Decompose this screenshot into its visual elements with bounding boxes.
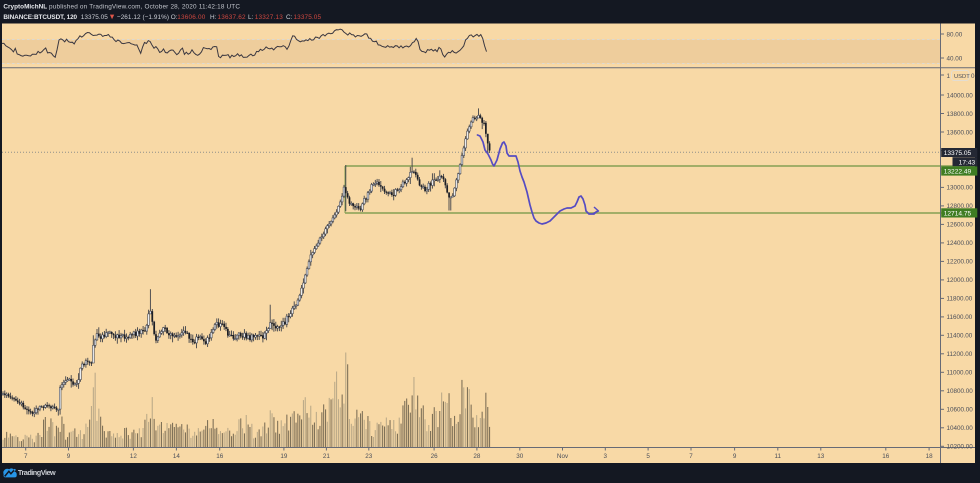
svg-text:7: 7 bbox=[689, 453, 693, 460]
svg-text:O:: O: bbox=[171, 14, 178, 21]
svg-text:L:: L: bbox=[248, 14, 254, 21]
svg-text:12800.00: 12800.00 bbox=[947, 203, 974, 210]
svg-text:18: 18 bbox=[926, 453, 934, 460]
svg-text:9: 9 bbox=[67, 453, 71, 460]
svg-text:12600.00: 12600.00 bbox=[947, 222, 974, 229]
svg-text:12714.75: 12714.75 bbox=[944, 211, 972, 218]
svg-text:10800.00: 10800.00 bbox=[947, 388, 974, 395]
svg-text:9: 9 bbox=[733, 453, 737, 460]
svg-text:13: 13 bbox=[817, 453, 825, 460]
svg-text:7: 7 bbox=[24, 453, 28, 460]
svg-text:published on TradingView.com,: published on TradingView.com, October 28… bbox=[49, 4, 240, 11]
svg-text:23: 23 bbox=[365, 453, 373, 460]
svg-text:11600.00: 11600.00 bbox=[947, 314, 973, 321]
svg-text:12000.00: 12000.00 bbox=[947, 277, 974, 284]
svg-text:11000.00: 11000.00 bbox=[947, 370, 973, 377]
svg-text:11: 11 bbox=[775, 453, 782, 460]
svg-text:13375.05: 13375.05 bbox=[81, 14, 108, 21]
svg-text:26: 26 bbox=[431, 453, 439, 460]
svg-text:Nov: Nov bbox=[557, 453, 569, 460]
svg-text:13000.00: 13000.00 bbox=[947, 185, 974, 192]
svg-text:13375.05: 13375.05 bbox=[944, 150, 972, 157]
svg-text:19: 19 bbox=[280, 453, 288, 460]
svg-text:14: 14 bbox=[173, 453, 181, 460]
svg-text:TradingView: TradingView bbox=[18, 468, 56, 477]
svg-text:12200.00: 12200.00 bbox=[947, 259, 974, 266]
svg-text:12: 12 bbox=[130, 453, 138, 460]
svg-text:16: 16 bbox=[216, 453, 224, 460]
svg-text:14000.00: 14000.00 bbox=[947, 92, 974, 99]
svg-text:13222.49: 13222.49 bbox=[944, 169, 972, 176]
svg-text:11800.00: 11800.00 bbox=[947, 296, 973, 303]
svg-text:11200.00: 11200.00 bbox=[947, 351, 973, 358]
svg-text:13327.13: 13327.13 bbox=[255, 14, 283, 21]
svg-text:16: 16 bbox=[882, 453, 890, 460]
svg-text:10200.00: 10200.00 bbox=[947, 444, 974, 451]
svg-text:13800.00: 13800.00 bbox=[947, 111, 974, 118]
svg-text:10600.00: 10600.00 bbox=[947, 407, 974, 414]
svg-text:21: 21 bbox=[323, 453, 331, 460]
svg-text:28: 28 bbox=[473, 453, 481, 460]
svg-text:H:: H: bbox=[210, 14, 217, 21]
svg-text:13637.62: 13637.62 bbox=[218, 14, 246, 21]
svg-text:40.00: 40.00 bbox=[947, 55, 963, 62]
svg-text:17:43: 17:43 bbox=[955, 159, 975, 166]
svg-text:30: 30 bbox=[516, 453, 524, 460]
svg-text:CryptoMichNL: CryptoMichNL bbox=[3, 4, 47, 11]
svg-text:10400.00: 10400.00 bbox=[947, 425, 974, 432]
svg-text:5: 5 bbox=[646, 453, 650, 460]
svg-text:80.00: 80.00 bbox=[947, 31, 963, 38]
svg-text:13600.00: 13600.00 bbox=[947, 129, 974, 136]
svg-text:BINANCE:BTCUSDT, 120: BINANCE:BTCUSDT, 120 bbox=[3, 14, 77, 21]
svg-text:12400.00: 12400.00 bbox=[947, 240, 974, 247]
svg-text:−261.12 (−1.91%): −261.12 (−1.91%) bbox=[117, 14, 169, 21]
svg-text:13606.00: 13606.00 bbox=[177, 14, 205, 21]
svg-text:3: 3 bbox=[604, 453, 608, 460]
svg-text:0: 0 bbox=[971, 73, 975, 80]
svg-text:11400.00: 11400.00 bbox=[947, 333, 973, 340]
svg-text:13375.05: 13375.05 bbox=[294, 14, 322, 21]
svg-text:1: 1 bbox=[947, 73, 951, 80]
svg-text:C:: C: bbox=[286, 14, 293, 21]
svg-text:USDT: USDT bbox=[954, 74, 970, 80]
